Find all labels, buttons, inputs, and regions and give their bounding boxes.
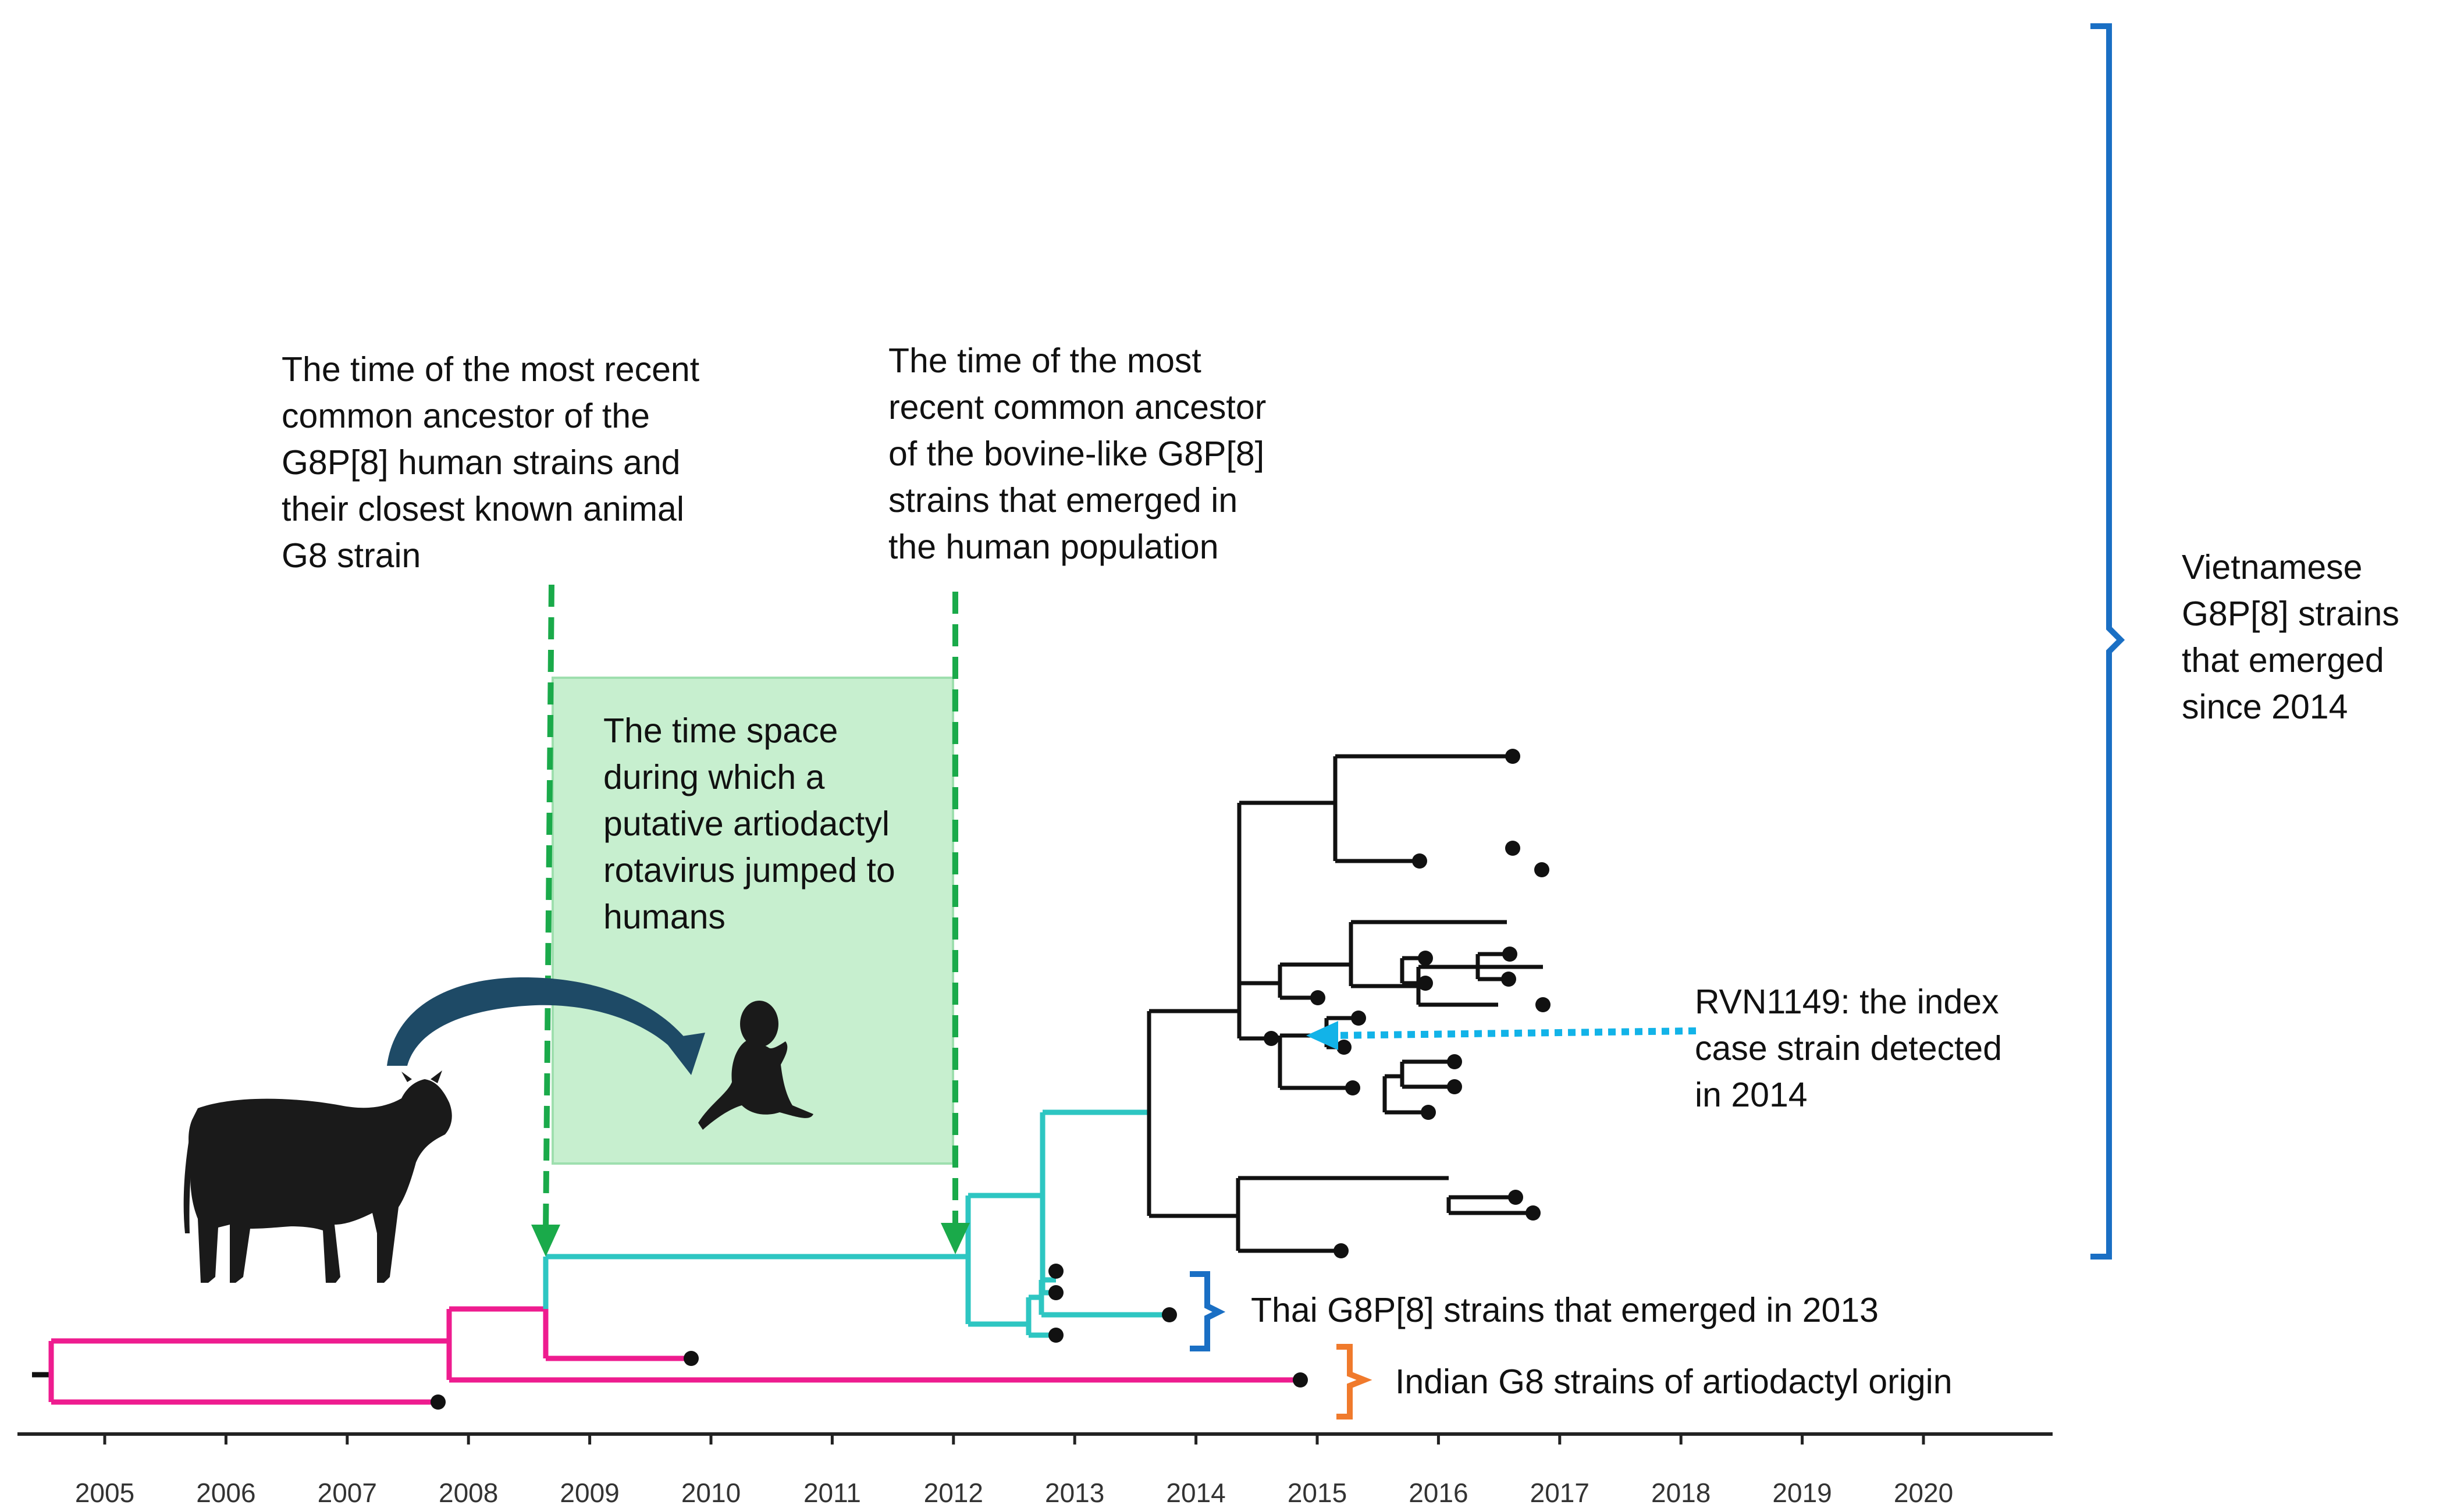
thai-strains-label: Thai G8P[8] strains that emerged in 2013 <box>1251 1291 1879 1329</box>
time-axis-labels: 2005 2006 2007 2008 2009 2010 2011 2012 2013 2014… <box>75 1478 1953 1508</box>
indian-strains-label: Indian G8 strains of artiodactyl origin <box>1395 1362 1953 1401</box>
cow-silhouette-icon <box>183 1070 452 1283</box>
axis-tick-label: 2017 <box>1530 1478 1589 1508</box>
index-case-pointer-head <box>1306 1021 1338 1050</box>
time-axis-ticks <box>103 1434 1925 1445</box>
tmrca-markers <box>543 584 958 1234</box>
axis-tick-label: 2013 <box>1045 1478 1104 1508</box>
vietnamese-bracket <box>2090 23 2125 1260</box>
baby-silhouette-icon <box>698 1001 813 1130</box>
tmrca-animal-label: The time of the most recent common ances… <box>282 350 700 575</box>
index-case-label: RVN1149: the index case strain detected … <box>1695 983 2003 1114</box>
axis-tick-label: 2007 <box>318 1478 377 1508</box>
axis-tick-label: 2008 <box>439 1478 498 1508</box>
tmrca-arrowheads <box>531 1223 970 1257</box>
curved-arrow-icon <box>387 977 705 1075</box>
axis-tick-label: 2011 <box>803 1478 861 1508</box>
axis-tick-label: 2012 <box>924 1478 983 1508</box>
axis-tick-label: 2014 <box>1166 1478 1225 1508</box>
axis-tick-label: 2010 <box>681 1478 741 1508</box>
animal-strain-branches <box>32 1306 1300 1405</box>
axis-tick-label: 2015 <box>1288 1478 1347 1508</box>
index-case-pointer <box>1329 1027 1697 1039</box>
axis-tick-label: 2005 <box>75 1478 134 1508</box>
axis-tick-label: 2016 <box>1409 1478 1468 1508</box>
axis-tick-label: 2020 <box>1894 1478 1953 1508</box>
axis-tick-label: 2018 <box>1651 1478 1711 1508</box>
tmrca-bovine-label: The time of the most recent common ances… <box>888 341 1267 566</box>
axis-tick-label: 2019 <box>1772 1478 1832 1508</box>
thai-bracket <box>1190 1271 1226 1351</box>
vietnamese-strain-branches <box>1147 754 1543 1253</box>
tip-points <box>431 749 1551 1410</box>
vietnamese-strains-label: Vietnamese G8P[8] strains that emerged s… <box>2182 548 2399 726</box>
axis-tick-label: 2006 <box>196 1478 255 1508</box>
indian-bracket <box>1336 1344 1372 1419</box>
axis-tick-label: 2009 <box>560 1478 619 1508</box>
time-space-label: The time space during which a putative a… <box>603 711 895 936</box>
